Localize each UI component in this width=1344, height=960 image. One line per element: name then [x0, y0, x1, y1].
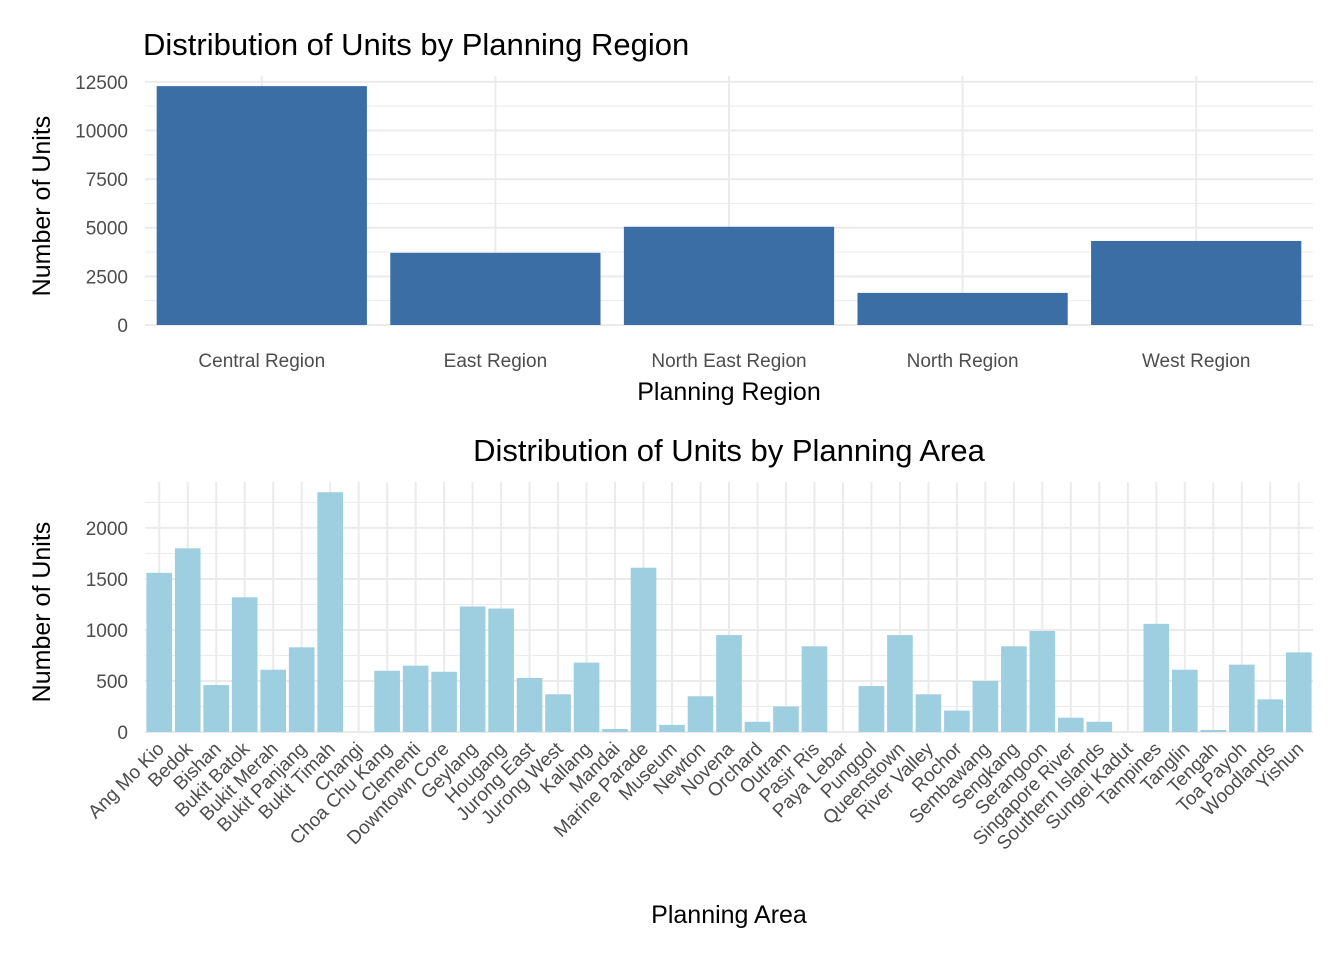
- x-axis-title: Planning Area: [651, 901, 807, 929]
- bar: [1058, 717, 1084, 732]
- x-tick-label: North Region: [907, 351, 1019, 372]
- y-tick-label: 0: [117, 723, 128, 744]
- x-tick-label: Central Region: [198, 351, 325, 372]
- x-axis-title: Planning Region: [637, 378, 820, 406]
- bar: [659, 724, 685, 732]
- bar: [1086, 721, 1113, 732]
- bar: [857, 292, 1068, 325]
- bar: [915, 694, 942, 732]
- x-tick-label: East Region: [444, 351, 548, 372]
- x-tick-label: North East Region: [651, 351, 806, 372]
- bar: [317, 492, 343, 732]
- y-tick-label: 2500: [86, 267, 128, 288]
- bar: [858, 686, 885, 732]
- bar: [390, 252, 601, 325]
- bar: [1200, 729, 1227, 732]
- bar: [1171, 669, 1198, 732]
- bar: [773, 706, 799, 732]
- bar: [156, 86, 367, 325]
- bar: [602, 728, 628, 732]
- region-chart: 0 2500 5000 7500 10000 12500 Central Region Eas…: [28, 27, 1313, 406]
- y-tick-label: 2000: [86, 519, 128, 540]
- bar: [1001, 646, 1027, 732]
- y-tick-label: 10000: [75, 121, 128, 142]
- x-tick-label: West Region: [1142, 351, 1250, 372]
- bar: [402, 665, 429, 732]
- bar: [174, 548, 201, 732]
- bar: [260, 669, 287, 732]
- y-tick-label: 0: [117, 316, 128, 337]
- bar: [573, 662, 600, 732]
- bar: [374, 670, 400, 732]
- y-tick-label: 12500: [75, 73, 128, 94]
- bar: [516, 677, 543, 732]
- y-tick-label: 5000: [86, 219, 128, 240]
- bar: [203, 685, 230, 732]
- bar: [972, 680, 999, 732]
- bar: [744, 721, 771, 732]
- chart-title: Distribution of Units by Planning Region: [143, 27, 689, 62]
- bar: [1029, 630, 1056, 732]
- bar: [1257, 699, 1284, 732]
- bar: [488, 608, 514, 732]
- bar: [1143, 623, 1170, 732]
- bar: [687, 696, 714, 732]
- bar: [1285, 652, 1312, 732]
- bar: [431, 671, 457, 732]
- y-tick-label: 500: [96, 672, 128, 693]
- bar: [630, 567, 657, 732]
- chart-title: Distribution of Units by Planning Area: [473, 433, 986, 468]
- bar: [1228, 664, 1255, 732]
- bar: [944, 710, 970, 732]
- bar: [231, 597, 258, 732]
- y-tick-label: 1000: [86, 621, 128, 642]
- bar: [801, 646, 828, 732]
- bar: [887, 635, 913, 732]
- y-tick-label: 7500: [86, 170, 128, 191]
- bar: [716, 635, 742, 732]
- y-tick-label: 1500: [86, 570, 128, 591]
- bar: [545, 694, 571, 732]
- bar: [459, 606, 486, 732]
- bar: [1091, 240, 1302, 325]
- bar: [146, 572, 173, 732]
- y-axis-title: Number of Units: [28, 116, 56, 297]
- bar: [288, 647, 315, 732]
- bar: [623, 226, 835, 325]
- y-axis-title: Number of Units: [28, 522, 56, 703]
